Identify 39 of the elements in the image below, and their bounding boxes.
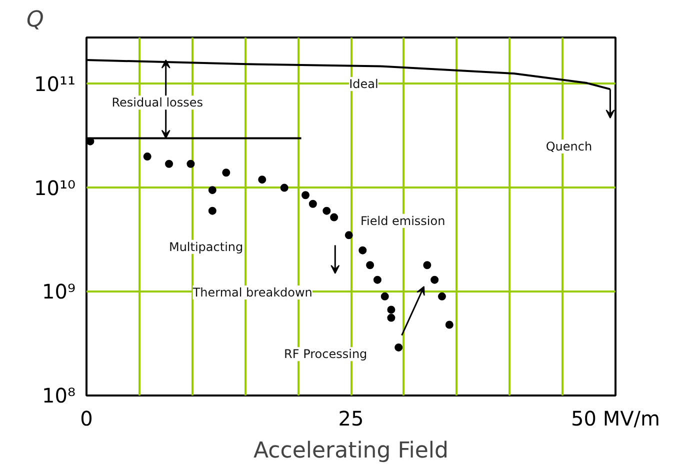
annotation: Field emission <box>360 214 446 228</box>
point <box>438 292 446 300</box>
point <box>322 206 331 215</box>
point <box>394 343 403 352</box>
point <box>423 261 432 270</box>
annotation: Residual losses <box>112 96 204 110</box>
point <box>358 246 367 254</box>
y-tick-label: 10⁸ <box>42 384 76 408</box>
x-tick-label: 0 <box>80 406 93 430</box>
y-tick-label: 10¹¹ <box>34 72 76 96</box>
point <box>366 261 374 270</box>
point <box>330 213 338 222</box>
annotation: RF Processing <box>284 347 368 362</box>
point <box>186 160 195 168</box>
point <box>208 186 216 194</box>
point <box>222 168 230 177</box>
point <box>344 231 353 240</box>
y-tick-label: 10⁹ <box>42 280 76 304</box>
y-tick-label: 10¹⁰ <box>34 176 76 200</box>
x-axis-title: Accelerating Field <box>254 438 448 464</box>
annotation: Ideal <box>349 76 378 91</box>
annotation: Multipacting <box>168 240 244 254</box>
point <box>302 191 310 200</box>
point <box>143 152 152 161</box>
point <box>387 314 396 322</box>
annotation: Quench <box>546 139 592 154</box>
point <box>258 176 266 184</box>
point <box>380 292 389 300</box>
point <box>445 320 454 329</box>
point <box>308 200 317 208</box>
point <box>165 160 174 168</box>
x-tick-label: 50 MV/m <box>571 406 660 430</box>
x-tick-label: 25 <box>338 406 364 430</box>
point <box>373 276 382 284</box>
point <box>208 206 216 215</box>
point <box>387 306 396 314</box>
point <box>430 276 439 284</box>
y-axis-title: Q <box>26 8 44 32</box>
point <box>280 184 288 192</box>
